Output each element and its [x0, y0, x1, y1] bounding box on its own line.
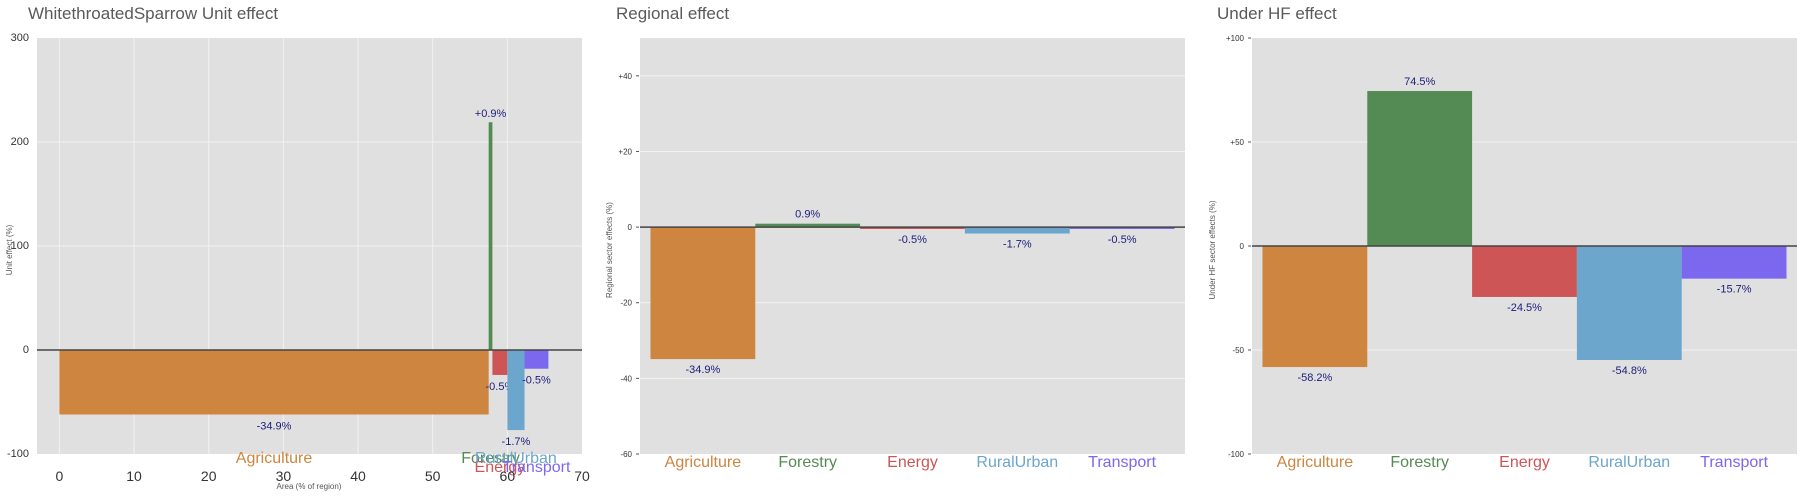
under-hf-effect-bars: -58.2% 74.5% -24.5% -54.8% -15.7%	[1252, 76, 1797, 384]
category-label-agriculture: Agriculture	[665, 454, 742, 471]
category-label-energy: Energy	[1499, 454, 1550, 471]
unit-effect-y-axis: -100 0 100 200 300	[7, 32, 29, 460]
data-label: -54.8%	[1612, 365, 1647, 377]
bar-energy	[492, 350, 508, 375]
data-label: -0.5%	[486, 381, 515, 393]
category-label-forestry: Forestry	[1390, 454, 1449, 471]
bar-agriculture	[1262, 246, 1368, 368]
bar-forestry	[488, 122, 493, 351]
category-label-ruralurban: RuralUrban	[976, 454, 1058, 471]
x-tick-label: 30	[276, 468, 292, 484]
category-label-agriculture: Agriculture	[236, 450, 313, 467]
bar-transport	[1681, 246, 1787, 279]
bar-forestry	[755, 223, 861, 228]
category-label-ruralurban: RuralUrban	[1588, 454, 1670, 471]
bar-ruralurban	[1576, 246, 1682, 360]
unit-effect-chart: WhitethroatedSparrow Unit effect -34.9% A…	[5, 4, 590, 491]
y-tick-label: -40	[620, 374, 632, 383]
data-label: -58.2%	[1297, 372, 1332, 384]
bar-agriculture	[650, 227, 756, 360]
x-tick-label: 60	[500, 468, 516, 484]
y-tick-label: 0	[23, 344, 29, 356]
regional-effect-y-axis-title: Regional sector effects (%)	[605, 202, 614, 298]
regional-effect-chart: Regional effect -34.9% 0.9% -0.5% -1.7% -0.5…	[605, 4, 1185, 471]
category-label-energy: Energy	[887, 454, 938, 471]
data-label: -34.9%	[257, 420, 292, 432]
y-tick-label: -60	[620, 450, 632, 459]
under-hf-effect-chart: Under HF effect -58.2%74.5%-24.5%-54.8%-…	[1208, 4, 1797, 471]
regional-effect-title: Regional effect	[616, 4, 729, 23]
bar-transport	[524, 350, 549, 369]
data-label: -0.5%	[1108, 234, 1137, 246]
x-tick-label: 70	[574, 468, 590, 484]
y-tick-label: 100	[11, 240, 29, 252]
y-tick-label: -50	[1232, 346, 1244, 355]
regional-effect-y-axis: -60 -40 -20 0 +20 +40	[618, 72, 639, 459]
category-label-transport: Transport	[1088, 454, 1156, 471]
x-tick-label: 50	[425, 468, 441, 484]
unit-effect-y-axis-title: Unit effect (%)	[5, 224, 14, 275]
data-label: -34.9%	[685, 364, 720, 376]
bar-forestry	[1367, 91, 1473, 246]
y-tick-label: -100	[7, 448, 29, 460]
under-hf-effect-categories: Agriculture Forestry Energy RuralUrban Trans…	[1277, 454, 1769, 471]
data-label: -15.7%	[1717, 284, 1752, 296]
bar-ruralurban	[507, 350, 525, 431]
data-label: 0.9%	[795, 209, 820, 221]
data-label: -1.7%	[1003, 239, 1032, 251]
data-label: +0.9%	[475, 108, 507, 120]
under-hf-effect-y-axis-title: Under HF sector effects (%)	[1208, 200, 1217, 299]
y-tick-label: +20	[618, 147, 632, 156]
bar-ruralurban	[964, 227, 1070, 234]
under-hf-effect-title: Under HF effect	[1217, 4, 1337, 23]
y-tick-label: +40	[618, 72, 632, 81]
under-hf-effect-y-axis: -100 -50 0 +50 +100	[1226, 34, 1251, 459]
y-tick-label: 300	[11, 32, 29, 44]
unit-effect-title: WhitethroatedSparrow Unit effect	[28, 4, 278, 23]
y-tick-label: 0	[1240, 242, 1245, 251]
y-tick-label: 200	[11, 136, 29, 148]
bar-energy	[1472, 246, 1577, 297]
unit-effect-x-axis-title: Area (% of region)	[277, 482, 342, 491]
data-label: -24.5%	[1507, 302, 1542, 314]
bar-agriculture	[59, 350, 489, 415]
x-tick-label: 10	[126, 468, 142, 484]
y-tick-label: -20	[620, 299, 632, 308]
category-label-energy: Energy	[475, 459, 526, 476]
unit-effect-x-axis: 0 10 20 30 40 50 60 70	[55, 468, 589, 484]
category-label-transport: Transport	[503, 459, 571, 476]
data-label: -0.5%	[898, 234, 927, 246]
data-label: -0.5%	[522, 375, 551, 387]
y-tick-label: +100	[1226, 34, 1245, 43]
category-label-forestry: Forestry	[778, 454, 837, 471]
y-tick-label: 0	[628, 223, 633, 232]
category-label-ruralurban: RuralUrban	[475, 450, 557, 467]
category-label-agriculture: Agriculture	[1277, 454, 1354, 471]
data-label: -1.7%	[502, 436, 531, 448]
category-label-transport: Transport	[1700, 454, 1768, 471]
bar-energy	[860, 227, 965, 229]
x-tick-label: 0	[55, 468, 63, 484]
y-tick-label: -100	[1228, 450, 1245, 459]
data-label: 74.5%	[1404, 76, 1435, 88]
x-tick-label: 20	[201, 468, 217, 484]
bar-transport	[1069, 227, 1175, 229]
category-label-forestry: Forestry	[461, 450, 520, 467]
regional-effect-categories: Agriculture Forestry Energy RuralUrban Trans…	[665, 454, 1157, 471]
y-tick-label: +50	[1230, 138, 1244, 147]
unit-effect-bars: -34.9% Agriculture +0.9% Forestry -0.5% Energ…	[37, 108, 582, 476]
x-tick-label: 40	[350, 468, 366, 484]
regional-effect-bars: -34.9% 0.9% -0.5% -1.7% -0.5%	[640, 209, 1185, 376]
